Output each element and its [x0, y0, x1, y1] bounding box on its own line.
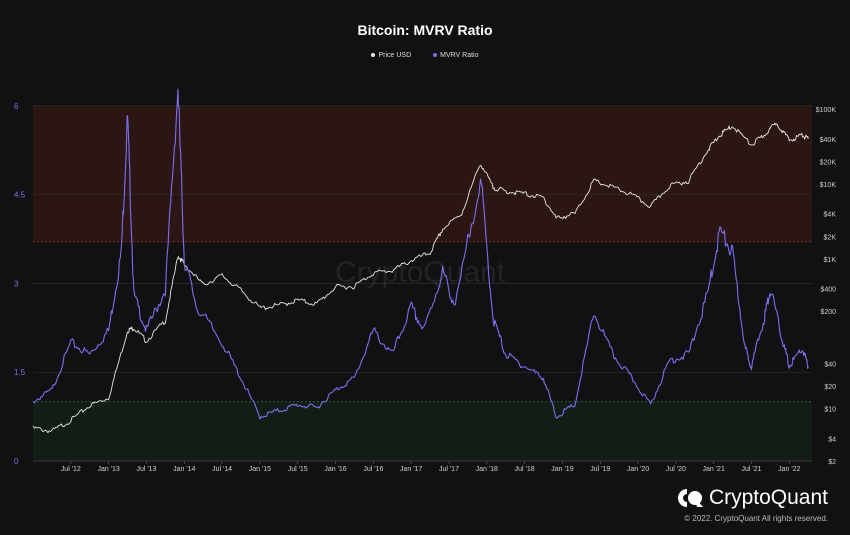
x-tick-label: Jan '17: [400, 466, 422, 473]
right-tick-label: $200: [820, 309, 836, 316]
x-tick-label: Jan '18: [476, 466, 498, 473]
legend-dot-mvrv: [433, 53, 438, 58]
right-tick-label: $2: [828, 459, 836, 466]
right-tick-label: $100K: [816, 107, 837, 114]
brand-name: CryptoQuant: [708, 486, 828, 509]
x-tick-label: Jul '13: [136, 466, 156, 473]
x-tick-label: Jan '13: [97, 466, 119, 473]
brand: CryptoQuant: [677, 486, 828, 510]
right-tick-label: $4K: [824, 212, 837, 219]
x-tick-label: Jan '20: [627, 466, 649, 473]
legend-item-mvrv[interactable]: MVRV Ratio: [433, 52, 479, 59]
left-tick-label: 6: [14, 102, 19, 111]
x-tick-label: Jul '20: [666, 466, 686, 473]
x-tick-label: Jul '18: [515, 466, 535, 473]
x-tick-label: Jul '16: [363, 466, 383, 473]
x-tick-label: Jul '17: [439, 466, 459, 473]
x-tick-label: Jul '14: [212, 466, 232, 473]
legend: Price USD MVRV Ratio: [0, 52, 850, 59]
series-line-price: [32, 122, 809, 434]
x-tick-label: Jul '19: [590, 466, 610, 473]
left-tick-label: 0: [14, 457, 19, 466]
band-0: [33, 105, 812, 242]
legend-item-price[interactable]: Price USD: [371, 52, 411, 59]
left-tick-label: 4.5: [14, 191, 26, 200]
right-tick-label: $400: [820, 287, 836, 294]
x-tick-label: Jul '21: [741, 466, 761, 473]
right-tick-label: $20K: [820, 159, 837, 166]
left-tick-label: 3: [14, 279, 19, 288]
right-tick-label: $2K: [824, 234, 837, 241]
x-tick-label: Jan '14: [173, 466, 195, 473]
right-tick-label: $10: [824, 407, 836, 414]
x-tick-label: Jan '19: [551, 466, 573, 473]
watermark: CryptoQuant: [335, 256, 506, 289]
cryptoquant-logo-icon: [677, 489, 703, 507]
legend-label-price: Price USD: [378, 52, 412, 59]
right-tick-label: $4: [828, 436, 836, 443]
right-tick-label: $10K: [820, 182, 837, 189]
x-tick-label: Jan '22: [778, 466, 800, 473]
right-tick-label: $20: [824, 384, 836, 391]
x-tick-label: Jul '15: [288, 466, 308, 473]
copyright: © 2022. CryptoQuant All rights reserved.: [684, 514, 828, 523]
legend-dot-price: [371, 53, 376, 58]
series-line-mvrv: [32, 88, 809, 420]
right-tick-label: $40: [824, 362, 836, 369]
x-tick-label: Jan '21: [702, 466, 724, 473]
chart-title: Bitcoin: MVRV Ratio: [357, 22, 493, 38]
left-tick-label: 1.5: [14, 368, 26, 377]
x-tick-label: Jan '16: [324, 466, 346, 473]
right-tick-label: $1K: [824, 257, 837, 264]
band-1: [33, 401, 812, 461]
legend-label-mvrv: MVRV Ratio: [440, 52, 479, 59]
x-tick-label: Jan '15: [249, 466, 271, 473]
x-tick-label: Jul '12: [61, 466, 81, 473]
right-tick-label: $40K: [820, 137, 837, 144]
